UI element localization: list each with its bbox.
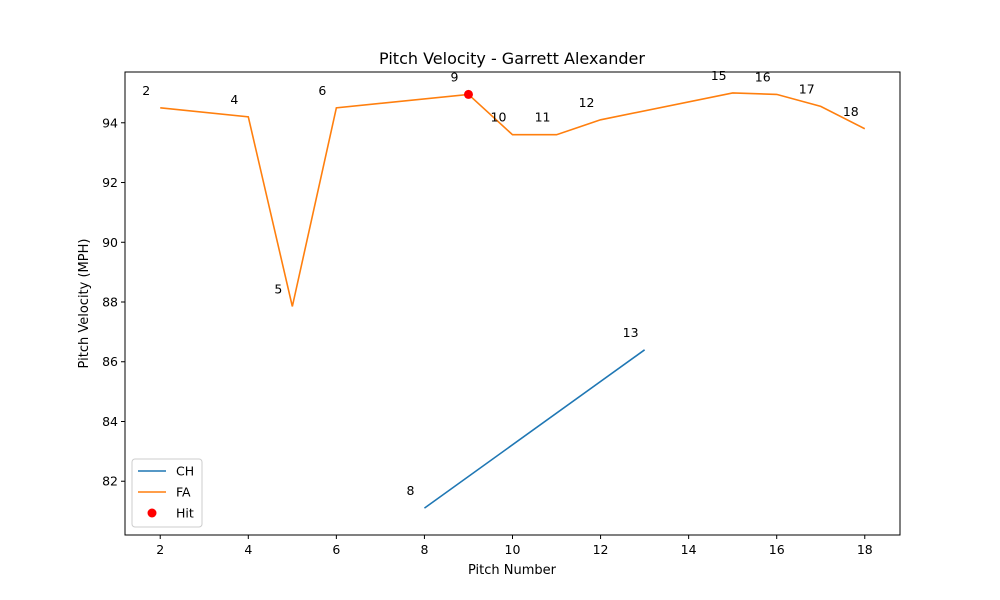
point-label: 2 — [142, 83, 150, 98]
y-tick-label: 90 — [102, 235, 118, 250]
y-tick-label: 86 — [102, 354, 118, 369]
series-line-ch — [423, 349, 646, 509]
series-line-fa — [160, 92, 866, 307]
point-label: 13 — [623, 325, 639, 340]
legend-label: CH — [176, 464, 194, 479]
point-label: 11 — [535, 110, 551, 125]
point-label: 8 — [406, 483, 414, 498]
series-layer — [160, 89, 866, 509]
hit-marker — [463, 89, 473, 99]
point-label: 16 — [755, 69, 771, 84]
point-label: 9 — [450, 69, 458, 84]
legend-label: FA — [176, 485, 191, 500]
point-label: 5 — [274, 281, 282, 296]
x-tick-label: 4 — [244, 542, 252, 557]
chart-title: Pitch Velocity - Garrett Alexander — [379, 49, 645, 68]
y-tick-label: 82 — [102, 474, 118, 489]
y-axis-ticks: 82 84 86 88 90 92 94 — [102, 115, 125, 489]
x-tick-label: 12 — [593, 542, 609, 557]
x-tick-label: 18 — [857, 542, 873, 557]
x-tick-label: 2 — [156, 542, 164, 557]
legend-label: Hit — [176, 506, 194, 521]
x-tick-label: 16 — [769, 542, 785, 557]
legend-swatch-hit — [147, 508, 157, 518]
point-label: 4 — [230, 92, 238, 107]
x-tick-label: 10 — [505, 542, 521, 557]
point-label: 10 — [491, 110, 507, 125]
point-labels: 8 13 2 4 5 6 9 10 11 12 15 16 17 18 — [142, 68, 859, 498]
y-axis-label: Pitch Velocity (MPH) — [77, 239, 92, 369]
y-tick-label: 94 — [102, 115, 118, 130]
x-axis-ticks: 2 4 6 8 10 12 14 16 18 — [156, 535, 873, 557]
y-tick-label: 92 — [102, 175, 118, 190]
x-axis-label: Pitch Number — [468, 563, 557, 578]
x-tick-label: 14 — [681, 542, 697, 557]
point-label: 18 — [843, 104, 859, 119]
y-tick-label: 88 — [102, 295, 118, 310]
x-tick-label: 6 — [332, 542, 340, 557]
x-tick-label: 8 — [420, 542, 428, 557]
point-label: 12 — [579, 95, 595, 110]
point-label: 15 — [711, 68, 727, 83]
point-label: 17 — [799, 81, 815, 96]
legend: CH FA Hit — [131, 458, 203, 528]
y-tick-label: 84 — [102, 414, 118, 429]
plot-frame — [124, 71, 901, 536]
point-label: 6 — [318, 83, 326, 98]
